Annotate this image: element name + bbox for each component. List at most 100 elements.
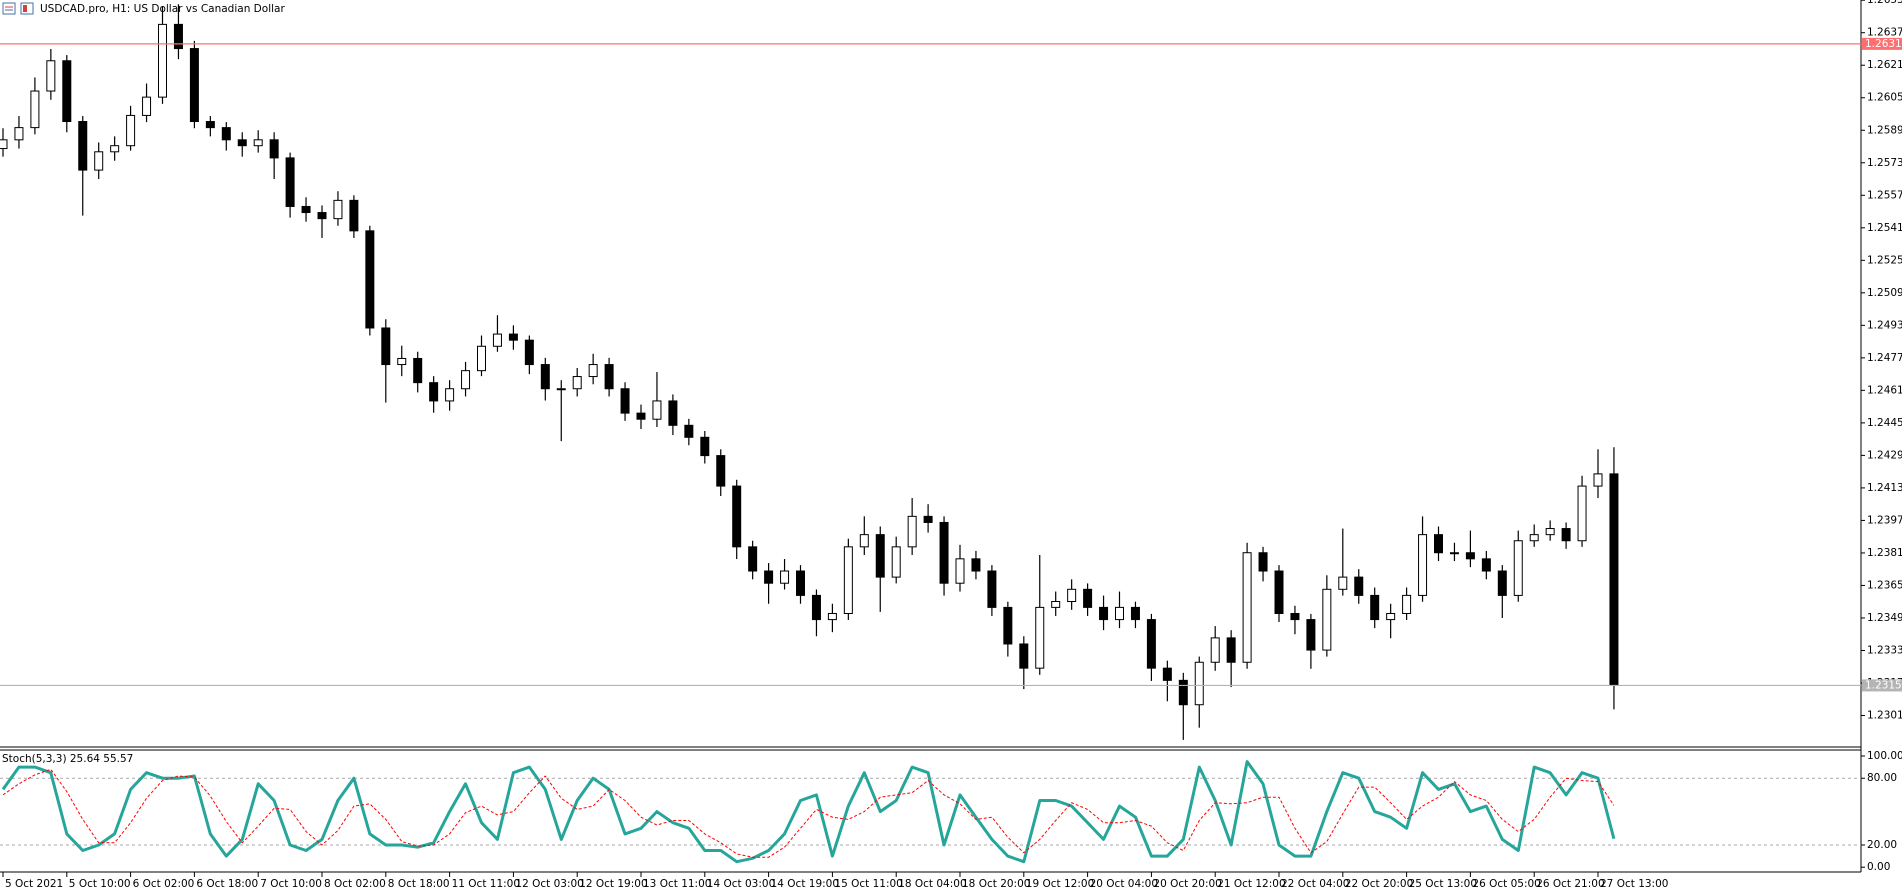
candle-body [620, 388, 630, 414]
icon-part [23, 5, 27, 12]
y-tick-label: 1.23490 [1867, 612, 1902, 624]
candle-body [1115, 606, 1124, 621]
y-tick-label: 1.26370 [1867, 27, 1902, 39]
x-tick-label: 26 Oct 05:00 [1472, 878, 1540, 890]
candle-body [269, 139, 279, 159]
icon [2, 2, 16, 15]
y-tick-label: 1.24130 [1867, 482, 1902, 494]
candle-body [1306, 619, 1316, 651]
x-tick-label: 26 Oct 21:00 [1536, 878, 1604, 890]
candle-body [333, 199, 343, 220]
candle-body [1481, 558, 1491, 572]
y-tick-label: 1.25250 [1867, 254, 1902, 266]
y-tick-label: 100.00 [1867, 750, 1902, 762]
candle-body [955, 558, 965, 584]
price-tag [1862, 679, 1902, 692]
candle-body [158, 23, 167, 98]
candle-body [939, 521, 949, 584]
candle-body [1418, 534, 1428, 596]
candle-body [1146, 619, 1156, 669]
candle-body [1434, 534, 1443, 554]
candle-body [1370, 594, 1380, 621]
x-tick-label: 20 Oct 20:00 [1153, 878, 1221, 890]
price-tag-label: 1.23158 [1865, 679, 1902, 691]
candle-body [732, 485, 742, 548]
candle-body [971, 558, 981, 572]
candle-body [923, 515, 933, 523]
candle-body [461, 370, 471, 390]
candle-body [110, 145, 120, 153]
y-tick-label: 1.26210 [1867, 59, 1902, 71]
candle-body [1194, 661, 1204, 706]
candle-body [492, 333, 502, 347]
candle-body [1226, 637, 1236, 663]
candle-body [126, 114, 136, 147]
candle-body [636, 412, 646, 420]
y-tick-label: 1.25090 [1867, 287, 1902, 299]
x-tick-label: 14 Oct 03:00 [707, 878, 775, 890]
candle-body [1545, 528, 1555, 536]
candle-body [588, 364, 598, 378]
candle-body [381, 327, 391, 366]
candle-body [1162, 667, 1172, 681]
x-tick-label: 22 Oct 04:00 [1281, 878, 1349, 890]
candle-body [142, 96, 152, 116]
x-tick-label: 18 Oct 04:00 [898, 878, 966, 890]
x-tick-label: 13 Oct 11:00 [643, 878, 711, 890]
candle-body [811, 594, 821, 621]
candle-body [1003, 606, 1013, 645]
candle-body [524, 339, 534, 366]
y-tick-label: 1.23330 [1867, 644, 1902, 656]
x-tick-label: 15 Oct 11:00 [834, 878, 902, 890]
candle-body [843, 546, 853, 614]
candle-body [875, 534, 885, 578]
indicator-line [1, 760, 1616, 864]
y-tick-label: 1.23010 [1867, 710, 1902, 722]
candle-body [780, 570, 790, 584]
x-tick-label: 7 Oct 10:00 [260, 878, 322, 890]
candle-body [1019, 643, 1029, 669]
candle-body [317, 212, 327, 220]
candle-body [764, 570, 774, 584]
candle-body [700, 436, 710, 457]
candle-body [1035, 606, 1045, 669]
symbol-icons [2, 2, 34, 15]
candle-body [1258, 552, 1268, 572]
x-tick-label: 6 Oct 02:00 [133, 878, 195, 890]
x-tick-label: 18 Oct 20:00 [962, 878, 1030, 890]
candle-body [413, 357, 423, 384]
candle-body [1242, 552, 1252, 663]
candle-body [987, 570, 997, 608]
candle-body [1210, 637, 1220, 663]
candle-body [556, 388, 566, 391]
x-tick-label: 25 Oct 13:00 [1409, 878, 1477, 890]
y-tick-label: 1.25410 [1867, 222, 1902, 234]
candle-body [78, 121, 88, 171]
candle-body [1577, 485, 1587, 542]
candle-body [1130, 606, 1140, 621]
y-tick-label: 1.25570 [1867, 189, 1902, 201]
x-tick-label: 22 Oct 20:00 [1345, 878, 1413, 890]
candle-body [0, 139, 8, 150]
candle-body [891, 546, 901, 578]
candle-body [1322, 588, 1332, 651]
candle-body [907, 515, 917, 548]
x-tick-label: 8 Oct 02:00 [324, 878, 386, 890]
x-tick-label: 12 Oct 03:00 [515, 878, 583, 890]
candle-body [1529, 534, 1539, 542]
candle-body [1449, 552, 1459, 555]
y-tick-label: 1.24610 [1867, 384, 1902, 396]
x-tick-label: 14 Oct 19:00 [771, 878, 839, 890]
candle-body [1354, 576, 1364, 596]
x-tick-label: 5 Oct 2021 [5, 878, 63, 890]
y-tick-label: 0.00 [1867, 861, 1890, 873]
x-tick-label: 19 Oct 12:00 [1026, 878, 1094, 890]
y-tick-label: 1.25730 [1867, 157, 1902, 169]
price-tag [1862, 37, 1902, 50]
candle-body [1609, 473, 1619, 686]
candle-body [1338, 576, 1348, 590]
candle-body [572, 376, 582, 390]
candle-body [221, 127, 231, 141]
candle-body [1051, 601, 1061, 608]
